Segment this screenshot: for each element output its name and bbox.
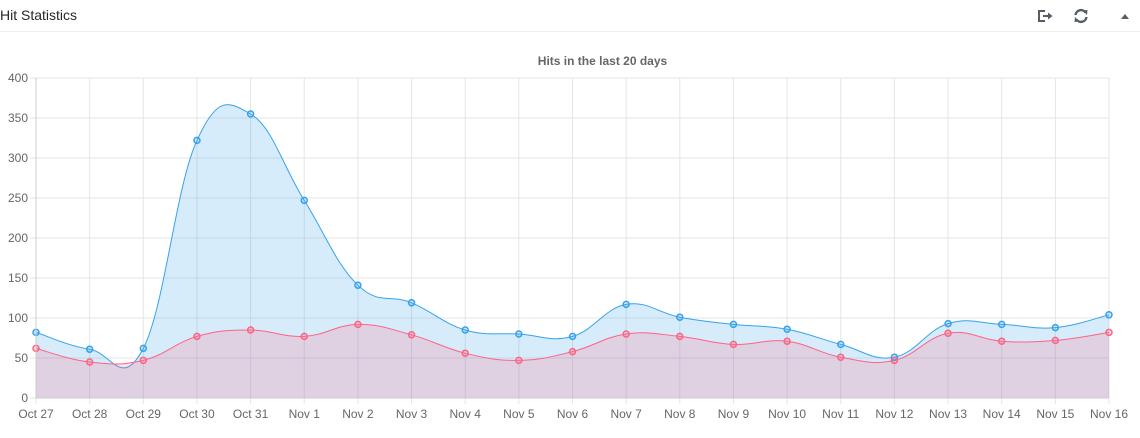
series-visits-point: [139, 344, 148, 353]
series-visitors-point: [944, 329, 952, 337]
series-visits-point: [729, 320, 738, 329]
x-tick-label: Nov 15: [1036, 407, 1074, 421]
series-visits-line: [35, 104, 1110, 369]
y-tick-label: 400: [8, 71, 28, 85]
hits-chart: Hits in the last 20 days 0 50 100 150 200 250 3…: [0, 40, 1140, 433]
series-visitors-point: [837, 353, 845, 361]
series-visits-point: [193, 136, 201, 145]
series-visits-point: [300, 196, 308, 205]
series-visitors-point: [997, 337, 1006, 345]
series-visits-point: [622, 300, 630, 309]
series-visitors-point: [1105, 328, 1113, 337]
collapse-arrow-icon: [1121, 14, 1129, 19]
export-button[interactable]: [1034, 5, 1056, 27]
series-visits-point: [246, 110, 255, 118]
series-visitors-point: [622, 330, 630, 338]
series-visitors-point: [139, 356, 148, 365]
collapse-button[interactable]: [1114, 5, 1136, 27]
series-visitors-point: [1051, 336, 1060, 345]
series-visits-point: [997, 320, 1006, 329]
y-tick-label: 200: [8, 231, 28, 245]
x-tick-label: Nov 12: [875, 407, 913, 421]
x-tick-label: Nov 10: [768, 407, 806, 421]
export-icon: [1038, 10, 1053, 22]
series-visitors-point: [515, 356, 523, 365]
y-tick-label: 250: [8, 191, 28, 205]
series-visits-point: [354, 281, 362, 289]
x-tick-label: Nov 6: [557, 407, 589, 421]
x-tick-label: Nov 14: [983, 407, 1021, 421]
y-tick-label: 0: [21, 391, 28, 405]
series-visits-point: [85, 345, 94, 353]
y-tick-label: 300: [8, 151, 28, 165]
x-tick-label: Oct 30: [179, 407, 215, 421]
series-visits-point: [1105, 311, 1113, 319]
x-tick-label: Nov 11: [822, 407, 859, 421]
series-visitors-point: [246, 326, 255, 334]
x-tick-label: Nov 16: [1090, 407, 1128, 421]
x-tick-label: Oct 27: [18, 407, 54, 421]
x-tick-label: Nov 9: [718, 407, 750, 421]
series-visits-point: [837, 340, 845, 349]
series-visitors-point: [568, 347, 577, 356]
series-visits-point: [568, 332, 577, 341]
x-tick-label: Nov 8: [664, 407, 696, 421]
series-visitors-point: [461, 349, 469, 357]
x-tick-label: Nov 5: [503, 407, 535, 421]
y-tick-label: 100: [8, 311, 28, 325]
series-visits-point: [461, 326, 469, 334]
hits-chart-svg: Hits in the last 20 days 0 50 100 150 200 250 3…: [8, 54, 1128, 421]
x-tick-label: Nov 4: [450, 407, 482, 421]
x-tick-label: Nov 2: [342, 407, 374, 421]
series-visitors-point: [300, 332, 308, 341]
series-visits-point: [783, 325, 791, 333]
x-tick-label: Nov 3: [396, 407, 428, 421]
series-visitors-point: [783, 337, 791, 345]
chart-title: Hits in the last 20 days: [538, 54, 668, 68]
series-visitors-point: [890, 356, 899, 365]
series-visitors-point: [676, 332, 684, 341]
series-visitors-point: [729, 340, 738, 349]
x-tick-label: Oct 28: [72, 407, 108, 421]
x-tick-label: Nov 7: [610, 407, 642, 421]
refresh-icon: [1074, 8, 1088, 24]
x-tick-label: Oct 29: [126, 407, 162, 421]
y-tick-label: 150: [8, 271, 28, 285]
series-visitors-point: [407, 331, 416, 339]
series-visitors-point: [354, 320, 362, 329]
series-visitors-area: [36, 324, 1109, 398]
series-visits-point: [407, 299, 416, 307]
x-tick-label: Nov 1: [289, 407, 321, 421]
series-visits-point: [676, 313, 684, 321]
widget-title: Hit Statistics: [0, 7, 78, 23]
series-visitors-point: [193, 332, 201, 341]
series-visits-point: [944, 319, 952, 328]
refresh-button[interactable]: [1070, 5, 1092, 27]
series-visits-point: [515, 330, 523, 338]
x-tick-label: Nov 13: [929, 407, 967, 421]
series-visitors-line: [35, 323, 1110, 365]
x-tick-label: Oct 31: [233, 407, 269, 421]
series-visitors-point: [85, 358, 94, 366]
series-visits-point: [1051, 323, 1060, 332]
widget-header: Hit Statistics: [0, 0, 1140, 32]
y-tick-label: 50: [15, 351, 29, 365]
y-tick-label: 350: [8, 111, 28, 125]
series-visits-area: [36, 104, 1109, 399]
